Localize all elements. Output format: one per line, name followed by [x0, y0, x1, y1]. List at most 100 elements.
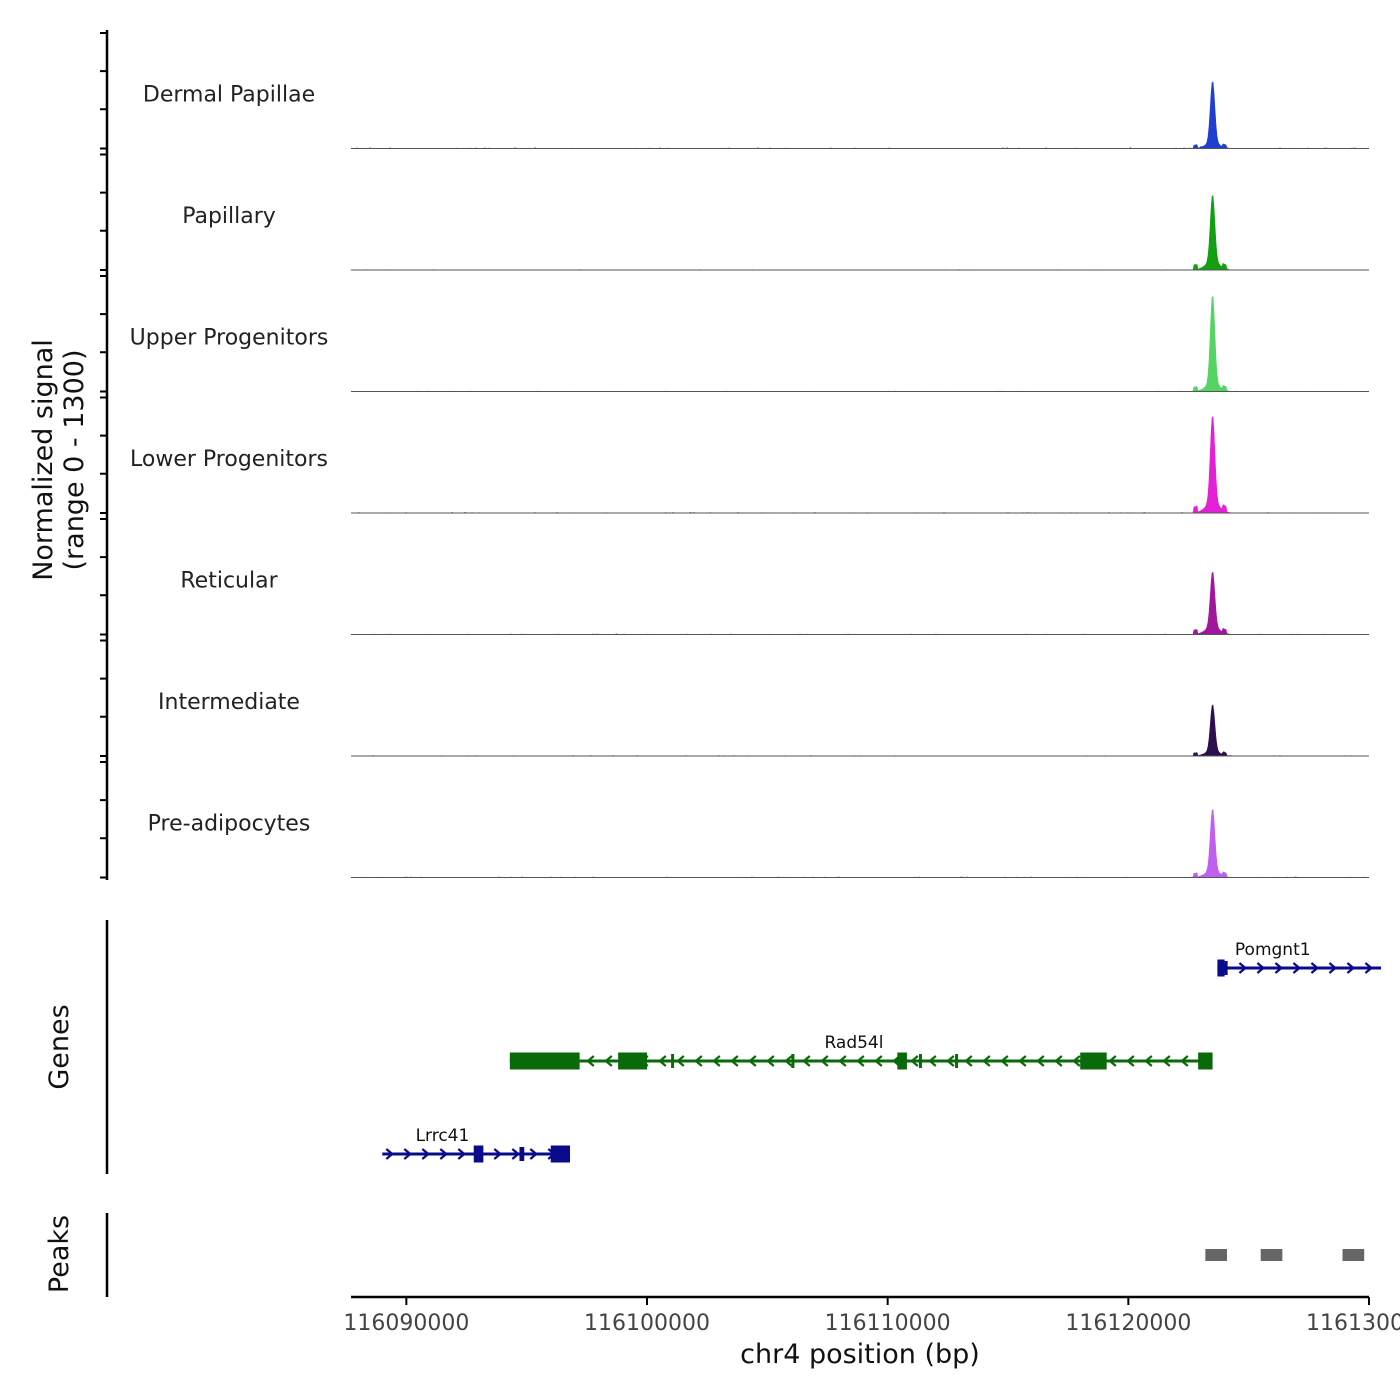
signal-area	[351, 416, 1369, 514]
strand-chevron	[586, 1055, 595, 1067]
strand-chevron	[1162, 1055, 1171, 1067]
gene-exon	[1224, 961, 1228, 975]
strand-chevron	[658, 1055, 667, 1067]
signal-track: Lower Progenitors	[130, 416, 1369, 514]
strand-chevron	[1072, 1055, 1081, 1067]
signal-area	[350, 194, 1369, 271]
strand-chevron	[946, 1055, 955, 1067]
x-tick-label: 116100000	[584, 1311, 710, 1336]
strand-chevron	[1238, 962, 1248, 974]
strand-chevron	[1256, 962, 1266, 974]
track-label: Lower Progenitors	[130, 447, 328, 472]
strand-chevron	[910, 1055, 919, 1067]
gene-exon	[519, 1147, 525, 1161]
track-label: Pre-adipocytes	[148, 812, 311, 837]
signal-track: Reticular	[180, 569, 1369, 635]
gene-exon	[509, 1052, 580, 1070]
strand-chevron	[1328, 962, 1338, 974]
gene-exon	[1080, 1052, 1107, 1070]
track-label: Papillary	[182, 204, 276, 229]
gene-pomgnt1: Pomgnt1	[1217, 940, 1382, 977]
signal-y-label-line1: Normalized signal	[28, 339, 59, 581]
strand-chevron	[964, 1055, 973, 1067]
gene-exon	[791, 1054, 795, 1068]
x-axis: 116090000 116100000 116110000 116120000 1161…	[343, 1295, 1400, 1336]
strand-chevron	[1310, 962, 1320, 974]
strand-chevron	[766, 1055, 775, 1067]
strand-chevron	[802, 1055, 811, 1067]
strand-chevron	[838, 1055, 847, 1067]
gene-exon	[897, 1052, 907, 1070]
signal-track: Pre-adipocytes	[148, 809, 1369, 878]
strand-chevron	[928, 1055, 937, 1067]
x-axis-label: chr4 position (bp)	[740, 1339, 980, 1370]
strand-chevron	[1346, 962, 1356, 974]
peak-region	[1205, 1249, 1228, 1261]
strand-chevron	[1108, 1055, 1117, 1067]
strand-chevron	[604, 1055, 613, 1067]
strand-chevron	[874, 1055, 883, 1067]
gene-exon	[955, 1054, 959, 1068]
signal-panel-y-axis	[100, 30, 109, 880]
strand-chevron	[1180, 1055, 1189, 1067]
peak-region	[1260, 1249, 1283, 1261]
strand-chevron	[1054, 1055, 1063, 1067]
strand-chevron	[694, 1055, 703, 1067]
signal-track: Papillary	[182, 194, 1369, 271]
strand-chevron	[982, 1055, 991, 1067]
signal-area	[351, 704, 1369, 757]
strand-chevron	[1144, 1055, 1153, 1067]
peak-region	[1342, 1249, 1365, 1261]
track-label: Dermal Papillae	[143, 83, 315, 108]
strand-chevron	[1292, 962, 1302, 974]
strand-chevron	[784, 1055, 793, 1067]
strand-chevron	[1036, 1055, 1045, 1067]
strand-chevron	[385, 1148, 395, 1160]
signal-track: Intermediate	[158, 690, 1369, 757]
strand-chevron	[421, 1148, 431, 1160]
peaks-y-label: Peaks	[44, 1215, 75, 1293]
genes-y-label: Genes	[44, 1004, 75, 1089]
strand-chevron	[439, 1148, 449, 1160]
strand-chevron	[1126, 1055, 1135, 1067]
gene-exon	[618, 1052, 648, 1070]
signal-area	[350, 296, 1369, 392]
signal-tracks: Dermal Papillae Papillary Upper Progenitor…	[130, 81, 1369, 878]
track-label: Upper Progenitors	[130, 326, 329, 351]
signal-y-label-line2: (range 0 - 1300)	[59, 350, 90, 571]
x-tick-label: 116130000	[1306, 1311, 1400, 1336]
strand-chevron	[748, 1055, 757, 1067]
strand-chevron	[529, 1148, 539, 1160]
signal-track: Dermal Papillae	[143, 81, 1369, 149]
strand-chevron	[820, 1055, 829, 1067]
strand-chevron	[1274, 962, 1284, 974]
signal-area	[351, 571, 1369, 635]
gene-exon	[1198, 1052, 1213, 1070]
gene-exon	[1217, 959, 1225, 977]
gene-exon	[918, 1054, 922, 1068]
strand-chevron	[1364, 962, 1374, 974]
strand-chevron	[457, 1148, 467, 1160]
strand-chevron	[712, 1055, 721, 1067]
gene-lrrc41: Lrrc41	[382, 1126, 571, 1163]
x-tick-label: 116120000	[1065, 1311, 1191, 1336]
track-label: Reticular	[180, 569, 278, 594]
gene-label: Lrrc41	[416, 1126, 470, 1146]
gene-rad54l: Rad54l	[509, 1033, 1213, 1070]
strand-chevron	[403, 1148, 413, 1160]
signal-area	[351, 81, 1369, 149]
signal-track: Upper Progenitors	[130, 296, 1369, 392]
x-tick-label: 116110000	[825, 1311, 951, 1336]
gene-exon	[473, 1145, 484, 1163]
gene-label: Rad54l	[824, 1033, 883, 1053]
strand-chevron	[730, 1055, 739, 1067]
peaks-panel	[105, 1213, 1365, 1297]
strand-chevron	[511, 1148, 521, 1160]
gene-exon	[671, 1054, 675, 1068]
strand-chevron	[1000, 1055, 1009, 1067]
track-label: Intermediate	[158, 690, 300, 715]
genes-panel: Pomgnt1 Rad54l Lrrc41	[105, 920, 1382, 1174]
strand-chevron	[493, 1148, 503, 1160]
signal-area	[351, 809, 1369, 878]
